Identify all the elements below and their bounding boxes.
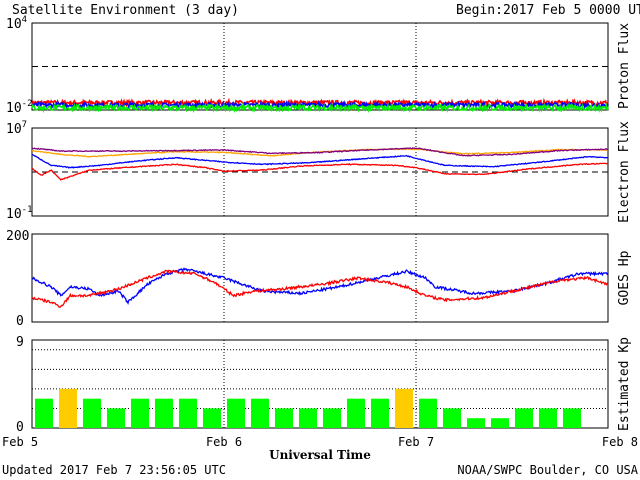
x-tick-feb6: Feb 6 [206,435,242,449]
goes-hp-frame [31,233,609,323]
proton-flux-ytick-bottom: 10-2 [6,99,33,116]
series-line-2 [31,102,609,114]
kp-bar [131,398,149,428]
kp-bar [299,408,317,428]
kp-bar [203,408,221,428]
goes-hp-panel: 200 0 GOES Hp [6,229,632,329]
kp-bar [251,398,269,428]
series-line-1 [31,99,609,111]
proton-flux-ylabel: Proton Flux [617,23,632,109]
proton-flux-frame [31,22,609,111]
series-line-3 [31,162,609,181]
series-line-0 [31,148,608,158]
goes-hp-ylabel: GOES Hp [617,250,632,305]
kp-bar [35,398,53,428]
goes-hp-ytick-bottom: 0 [16,314,24,329]
kp-bar [419,398,437,428]
begin-label: Begin: [456,3,503,18]
kp-bar [395,388,413,428]
x-axis-label: Universal Time [269,448,371,462]
kp-bar [491,418,509,428]
kp-bar [467,418,485,428]
kp-bar [443,408,461,428]
series-line-1 [31,269,609,308]
estimated-kp-frame [31,339,609,429]
estimated-kp-panel: 9 0 Estimated Kp [16,335,632,435]
kp-bar [371,398,389,428]
electron-flux-ytick-top: 107 [6,120,27,137]
kp-bar [59,388,77,428]
kp-bar [155,398,173,428]
estimated-kp-ylabel: Estimated Kp [617,337,632,431]
kp-bar [179,398,197,428]
kp-bar [83,398,101,428]
kp-bar [227,398,245,428]
proton-flux-panel: 104 10-2 Proton Flux [6,15,632,116]
kp-bar [515,408,533,428]
electron-flux-frame [31,127,609,217]
series-line-2 [31,153,609,169]
proton-flux-ytick-top: 104 [6,15,27,32]
kp-bar [323,408,341,428]
estimated-kp-ytick-bottom: 0 [16,420,24,435]
x-tick-feb7: Feb 7 [398,435,434,449]
electron-flux-ytick-bottom: 10-1 [6,205,33,222]
page-title: Satellite Environment (3 day) [12,3,239,18]
kp-bar [563,408,581,428]
begin-value: 2017 Feb 5 0000 UTC [503,3,640,18]
credit-text: NOAA/SWPC Boulder, CO USA [457,463,638,477]
x-tick-feb5: Feb 5 [2,435,38,449]
kp-bar [107,408,125,428]
kp-bar [347,398,365,428]
x-tick-feb8: Feb 8 [602,435,638,449]
estimated-kp-ytick-top: 9 [16,335,24,350]
kp-bar [275,408,293,428]
updated-timestamp: Updated 2017 Feb 7 23:56:05 UTC [2,463,226,477]
electron-flux-ylabel: Electron Flux [617,121,632,223]
series-line-1 [31,147,609,157]
electron-flux-panel: 107 10-1 Electron Flux [6,120,632,223]
goes-hp-ytick-top: 200 [6,229,29,244]
kp-bar [539,408,557,428]
